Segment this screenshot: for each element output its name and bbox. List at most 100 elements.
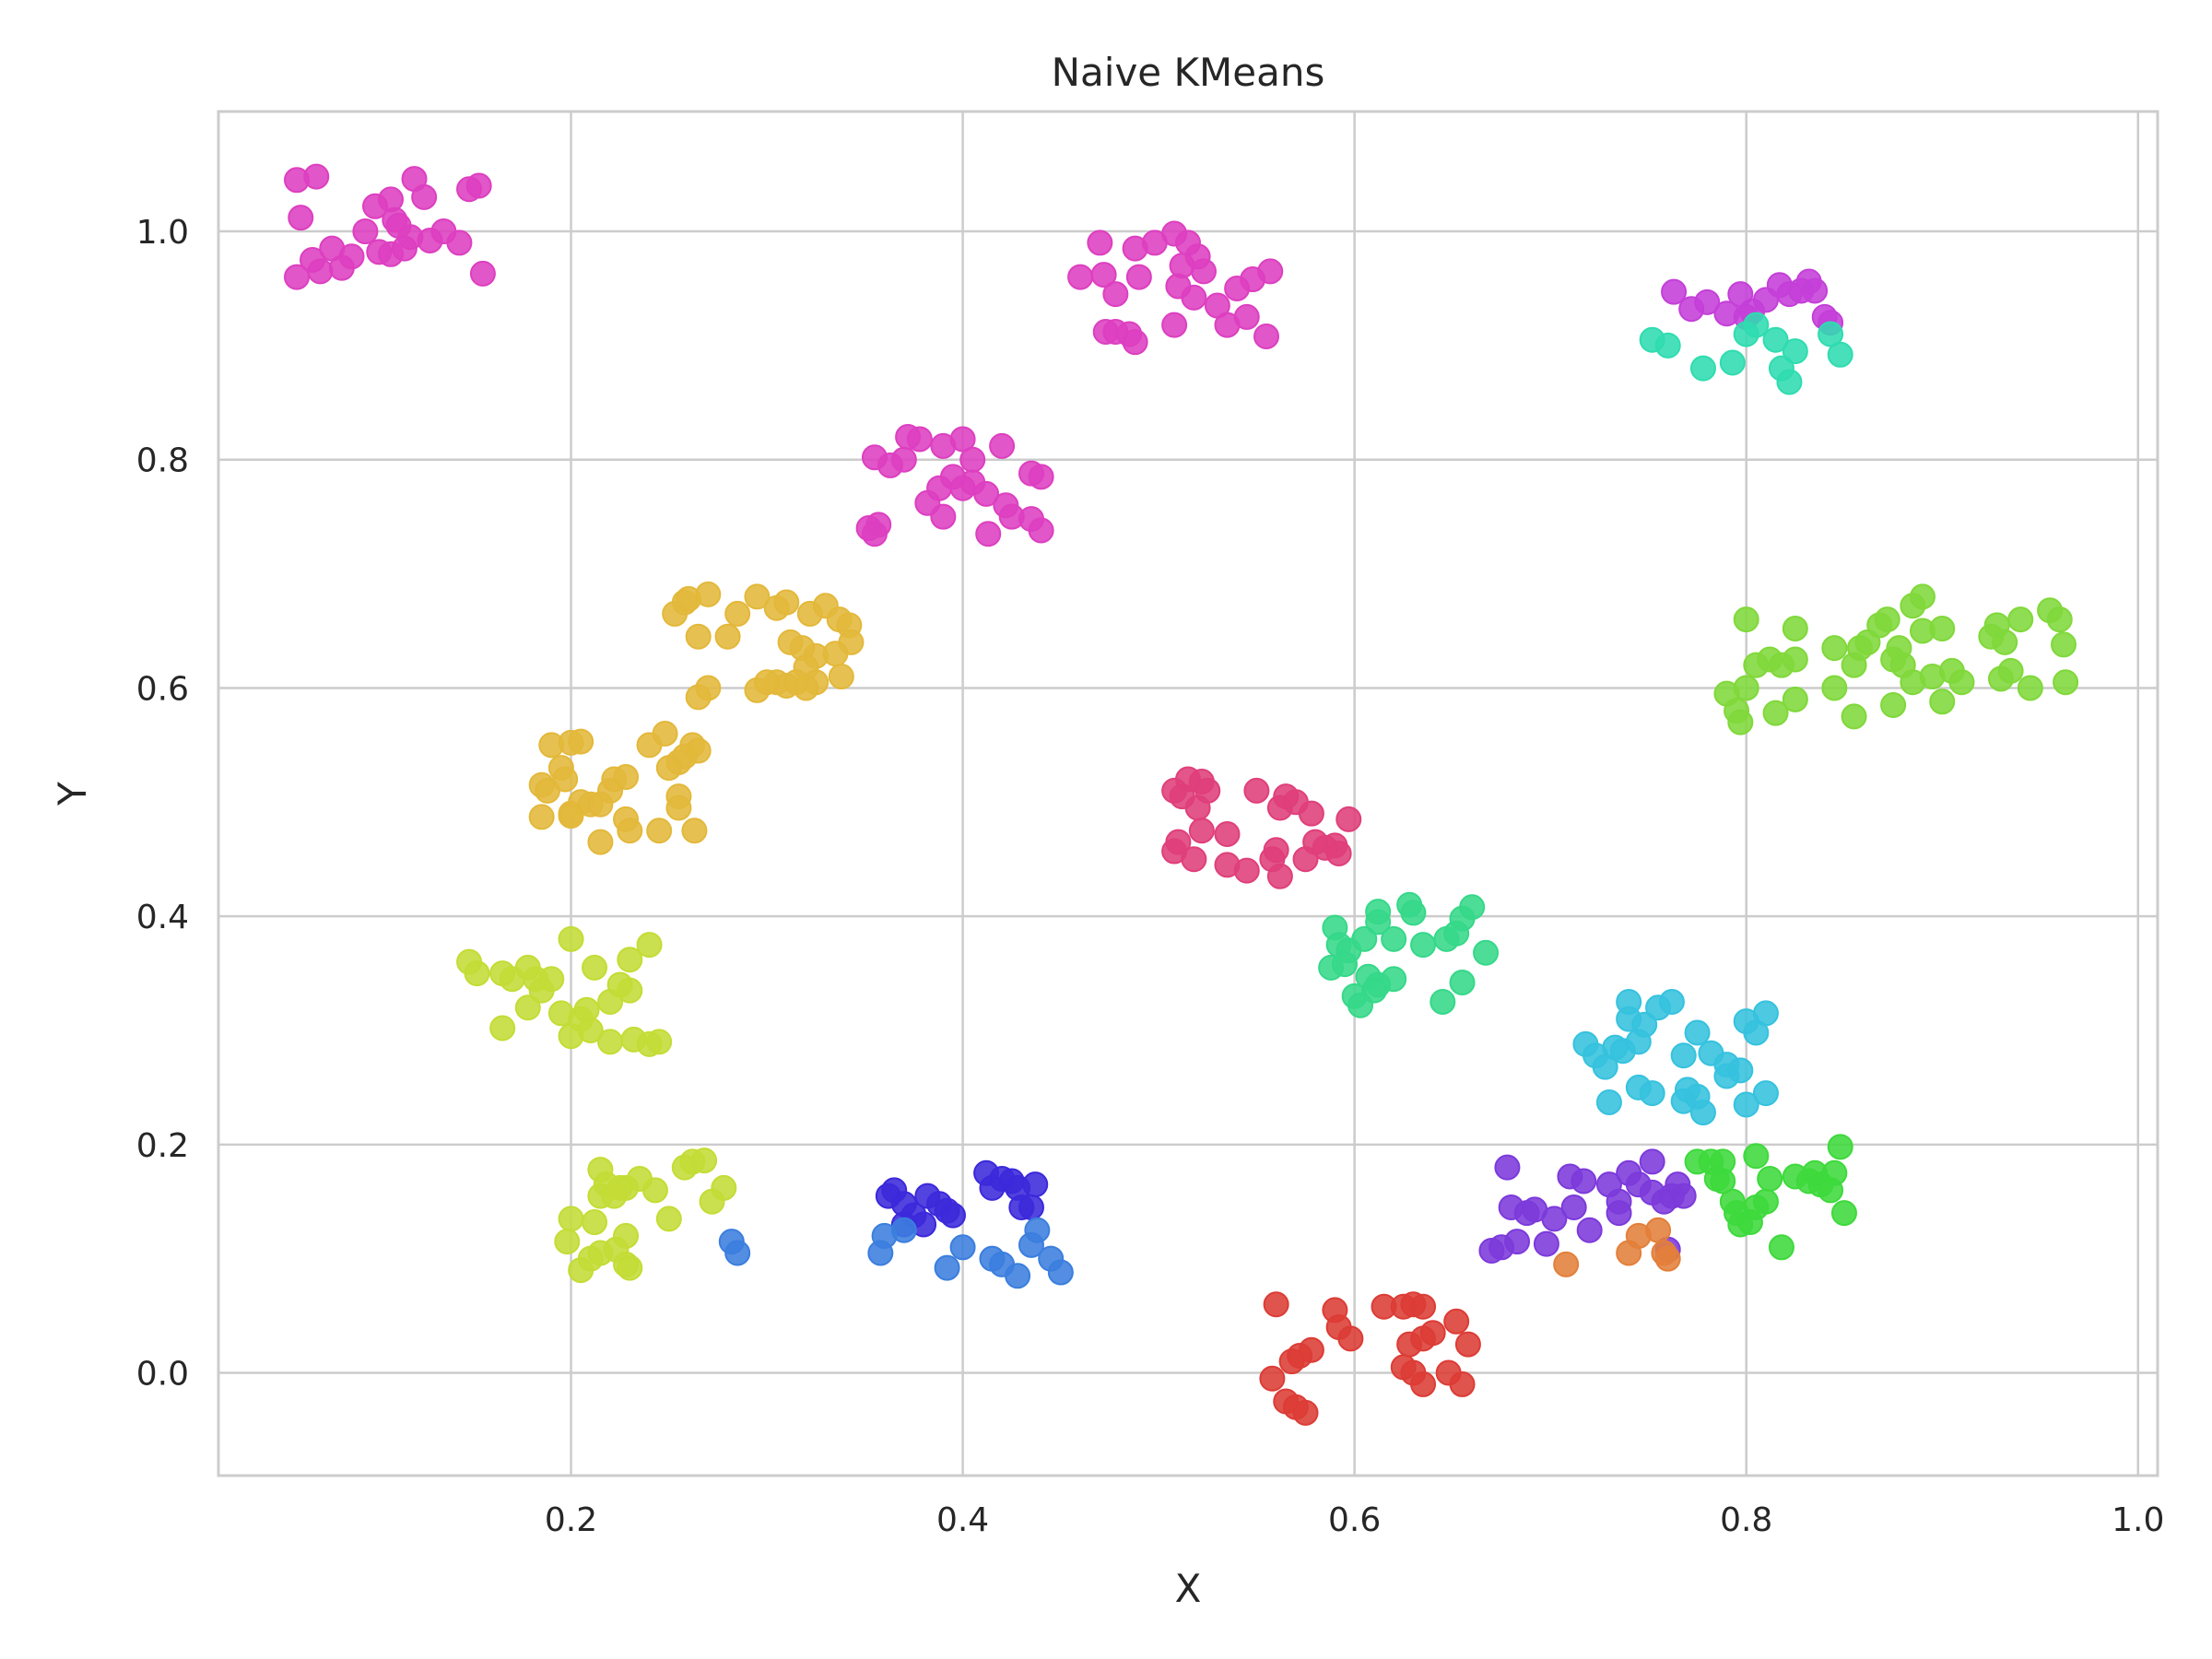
data-points [284,163,2079,1426]
data-point [1430,989,1456,1016]
data-point [1639,1080,1665,1107]
chart-title: Naive KMeans [1052,50,1325,95]
data-point [1263,837,1289,864]
data-point [1670,1088,1697,1114]
cluster-11 [1161,766,1362,889]
cluster-17 [1259,1291,1481,1426]
data-point [1762,700,1789,726]
data-point [665,794,692,821]
data-point [582,954,608,981]
data-point [1733,1091,1759,1118]
data-point [949,426,976,453]
y-tick-label: 0.4 [136,899,189,936]
data-point [1259,1365,1286,1392]
data-point [930,503,957,530]
data-point [1670,1182,1697,1209]
data-point [1263,1291,1289,1318]
data-point [1654,1245,1681,1272]
data-point [2007,606,2034,633]
data-point [1782,686,1808,712]
data-point [646,1029,673,1055]
data-point [1347,992,1374,1018]
data-point [685,684,712,711]
data-point [1410,1371,1437,1397]
data-point [711,1174,737,1201]
cluster-13 [1572,989,1779,1126]
data-point [1727,709,1754,735]
data-point [378,241,405,267]
data-point [603,1236,629,1263]
data-point [724,600,751,627]
data-point [514,994,541,1021]
data-point [558,925,584,952]
data-point [1459,894,1486,921]
data-point [1090,262,1117,288]
data-point [1929,616,1956,642]
grid [218,112,2158,1476]
data-point [890,446,917,473]
data-point [939,1202,966,1229]
data-point [691,1147,718,1174]
data-point [1752,1188,1779,1215]
data-point [1018,1194,1044,1220]
data-point [1661,278,1688,305]
data-point [1762,326,1789,353]
data-point [867,1240,894,1266]
data-point [1639,1148,1665,1175]
data-point [1233,857,1260,884]
data-point [1689,355,1716,382]
data-point [1337,1325,1364,1352]
data-point [695,581,722,607]
data-point [1821,635,1848,662]
plot-frame [217,110,2159,1477]
data-point [1243,777,1270,804]
data-point [1381,925,1407,952]
data-point [307,258,334,285]
cluster-2 [855,423,1054,547]
data-point [744,583,771,610]
data-point [777,629,804,655]
cluster-0 [284,163,496,290]
data-point [538,966,565,993]
data-point [1102,281,1129,308]
data-point [1191,258,1218,285]
data-point [1454,1331,1481,1358]
x-tick-label: 1.0 [2112,1501,2164,1539]
cluster-8 [554,1147,737,1284]
data-point [617,818,643,844]
data-point [2053,669,2079,696]
data-point [1997,657,2024,684]
data-point [1757,1165,1783,1192]
data-point [934,1254,960,1281]
data-point [641,1177,668,1204]
data-point [338,243,365,270]
data-point [568,728,594,755]
data-point [1298,1336,1324,1363]
data-point [1752,1000,1779,1027]
data-point [1880,692,1907,719]
x-axis-label: X [1175,1566,1202,1611]
data-point [469,260,496,287]
data-point [1266,794,1293,821]
data-point [1571,1168,1597,1194]
data-point [1743,312,1770,338]
data-point [1322,832,1348,859]
cluster-18 [1713,583,2079,735]
data-point [1827,341,1853,368]
data-point [959,446,986,473]
x-tick-label: 0.8 [1720,1501,1772,1539]
data-point [1909,583,1936,610]
data-point [1381,966,1407,993]
data-point [782,669,809,696]
data-point [773,589,800,616]
data-point [1533,1230,1559,1257]
data-point [1005,1263,1031,1289]
data-point [1929,688,1956,715]
cluster-15 [1553,1217,1681,1277]
cluster-10 [718,1217,1074,1289]
data-point [1188,818,1215,844]
data-point [1710,1168,1736,1194]
data-point [1645,1217,1672,1243]
data-point [1266,863,1293,889]
data-point [1595,1089,1622,1116]
